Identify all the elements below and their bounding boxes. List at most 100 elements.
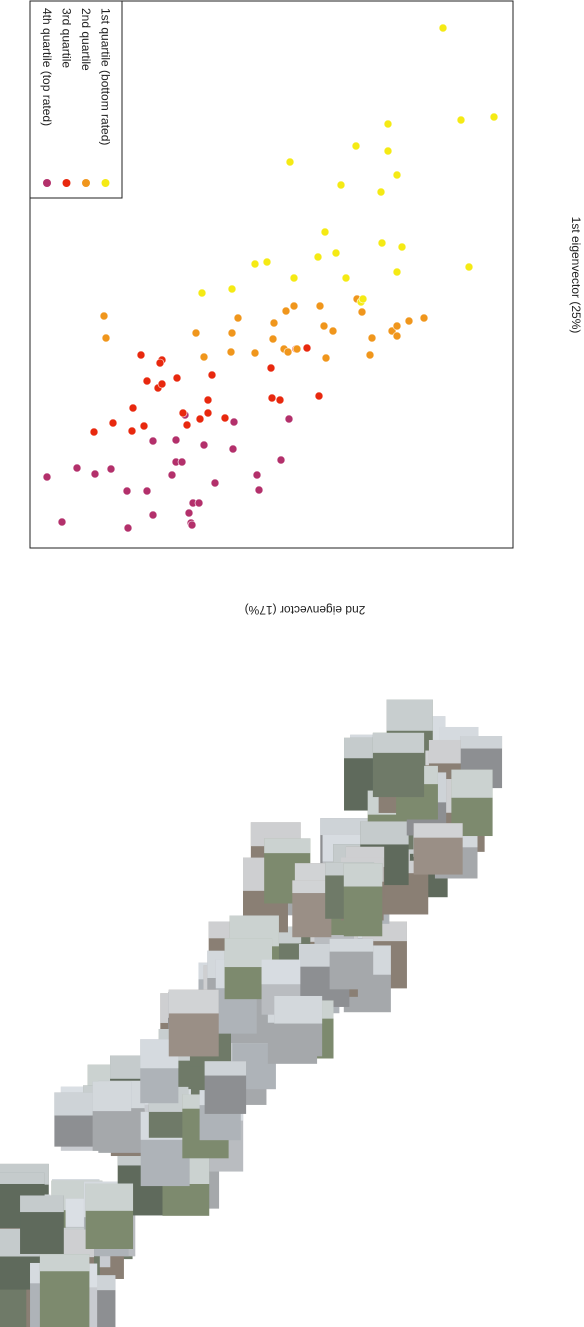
scatter-point — [275, 395, 285, 405]
scatter-point — [254, 485, 264, 495]
scatter-point — [99, 311, 109, 321]
scatter-point — [284, 414, 294, 424]
scatter-point — [266, 363, 276, 373]
legend-box — [29, 0, 123, 199]
scatter-point — [228, 444, 238, 454]
photo-sky — [264, 838, 311, 854]
scatter-point — [336, 180, 346, 190]
photo-sky — [428, 739, 469, 764]
scatter-point — [57, 517, 67, 527]
scatter-point — [90, 469, 100, 479]
photo-sky — [460, 735, 503, 749]
scatter-point — [397, 242, 407, 252]
scatter-point — [262, 257, 272, 267]
scatter-point — [383, 119, 393, 129]
scatter-point — [313, 252, 323, 262]
scatter-point — [182, 420, 192, 430]
scatter-point — [285, 157, 295, 167]
scatter-point — [195, 414, 205, 424]
photo-sky — [92, 1081, 132, 1112]
scatter-point — [289, 301, 299, 311]
scatter-point — [292, 344, 302, 354]
scatter-point — [438, 23, 448, 33]
scatter-point — [229, 417, 239, 427]
legend-marker — [62, 179, 71, 187]
legend-marker — [101, 179, 110, 187]
photo-sky — [54, 1092, 105, 1116]
photo-sky — [372, 732, 425, 753]
scatter-point — [191, 328, 201, 338]
photo-sky — [204, 1061, 247, 1076]
photo-sky — [39, 1254, 90, 1272]
legend-label: 1st quartile (bottom rated) — [99, 8, 113, 145]
scatter-point — [314, 391, 324, 401]
scatter-point — [89, 427, 99, 437]
scatter-point — [227, 284, 237, 294]
scatter-point — [142, 376, 152, 386]
scatter-point — [178, 408, 188, 418]
scatter-point — [199, 440, 209, 450]
scatter-point — [127, 426, 137, 436]
scatter-point — [392, 267, 402, 277]
legend-marker — [82, 179, 90, 187]
scatter-point — [108, 418, 118, 428]
scatter-point — [177, 457, 187, 467]
scatter-point — [203, 395, 213, 405]
photo-sky — [360, 821, 409, 845]
photo-sky — [413, 823, 463, 838]
scatter-point — [392, 321, 402, 331]
scatter-point — [72, 463, 82, 473]
scatter-point — [321, 353, 331, 363]
photo-sky — [320, 818, 372, 836]
scatter-point — [197, 288, 207, 298]
scatter-point — [392, 170, 402, 180]
scatter-point — [315, 301, 325, 311]
legend-marker — [43, 179, 51, 187]
scatter-point — [101, 333, 111, 343]
scatter-point — [376, 187, 386, 197]
photo-sky — [343, 863, 383, 887]
scatter-point — [157, 379, 167, 389]
scatter-point — [184, 508, 194, 518]
scatter-point — [489, 112, 499, 122]
scatter-point — [276, 455, 286, 465]
scatter-point — [341, 273, 351, 283]
photo-sky — [85, 1183, 134, 1211]
scatter-point — [187, 520, 197, 530]
scatter-point — [106, 464, 116, 474]
scatter-point — [357, 307, 367, 317]
scatter-point — [167, 470, 177, 480]
scatter-point — [377, 238, 387, 248]
scatter-point — [226, 347, 236, 357]
scatter-point — [365, 350, 375, 360]
scatter-point — [233, 313, 243, 323]
photo-sky — [20, 1195, 64, 1213]
scatter-point — [123, 523, 133, 533]
scatter-point — [404, 316, 414, 326]
scatter-point — [302, 343, 312, 353]
scatter-point — [328, 326, 338, 336]
scatter-point — [358, 294, 368, 304]
photo-sky — [292, 880, 332, 894]
scatter-point — [142, 486, 152, 496]
scatter-point — [419, 313, 429, 323]
y-axis-label: 1st eigenvector (25%) — [569, 217, 583, 334]
legend: 4th quartile (top rated) 3rd quartile 2nd … — [29, 0, 123, 199]
legend-label: 4th quartile (top rated) — [40, 8, 54, 126]
legend-label: 2nd quartile — [79, 8, 93, 71]
scatter-point — [464, 262, 474, 272]
photo-sky — [261, 959, 301, 985]
scatter-point — [319, 321, 329, 331]
scatter-point — [128, 403, 138, 413]
photo-sky — [329, 938, 374, 952]
scatter-point — [207, 370, 217, 380]
scatter-point — [456, 115, 466, 125]
scatter-point — [392, 331, 402, 341]
plot-frame — [29, 0, 514, 549]
scatter-point — [383, 146, 393, 156]
x-axis-label: 2nd eigenvector (17%) — [245, 603, 366, 617]
scatter-point — [148, 436, 158, 446]
scatter-point — [148, 510, 158, 520]
photo-sky — [274, 995, 323, 1024]
